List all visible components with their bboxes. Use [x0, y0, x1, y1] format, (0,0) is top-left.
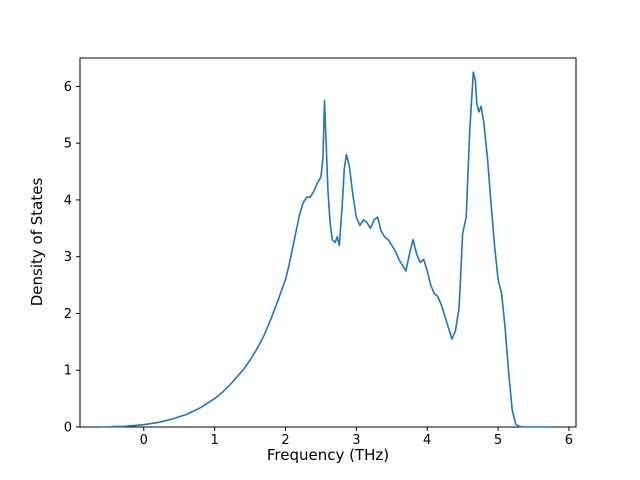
x-tick-label: 4 — [423, 433, 431, 448]
x-tick-label: 6 — [565, 433, 573, 448]
axes-spines — [79, 57, 577, 428]
x-axis-label: Frequency (THz) — [266, 446, 390, 464]
y-axis-label: Density of States — [28, 177, 46, 307]
y-tick-label: 3 — [64, 250, 72, 265]
x-tick-label: 3 — [352, 433, 360, 448]
y-tick-label: 4 — [64, 193, 72, 208]
x-tick-label: 0 — [140, 433, 148, 448]
y-tick-label: 1 — [64, 364, 72, 379]
y-tick-label: 6 — [64, 80, 72, 95]
y-tick-label: 0 — [64, 421, 72, 436]
dos-curve — [100, 71, 553, 428]
x-tick-label: 1 — [210, 433, 218, 448]
x-tick-label: 2 — [281, 433, 289, 448]
y-tick-label: 2 — [64, 307, 72, 322]
y-tick-label: 5 — [64, 137, 72, 152]
x-tick-label: 5 — [494, 433, 502, 448]
